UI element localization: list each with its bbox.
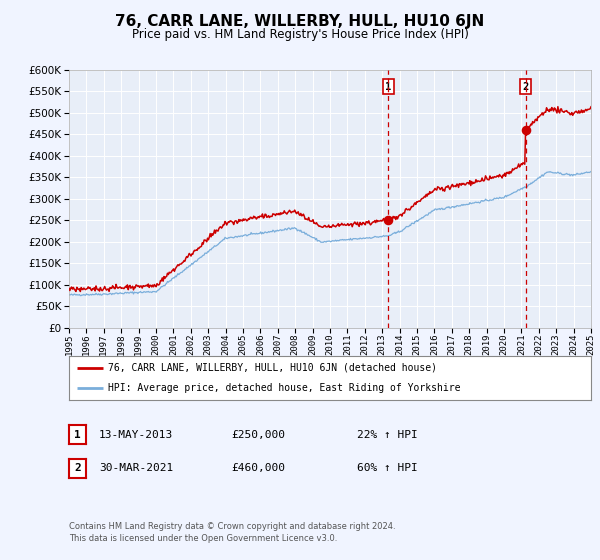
Text: HPI: Average price, detached house, East Riding of Yorkshire: HPI: Average price, detached house, East… xyxy=(108,383,461,393)
Text: 2: 2 xyxy=(74,463,81,473)
Text: £460,000: £460,000 xyxy=(231,463,285,473)
Text: 1: 1 xyxy=(385,82,392,92)
Text: Price paid vs. HM Land Registry's House Price Index (HPI): Price paid vs. HM Land Registry's House … xyxy=(131,28,469,41)
Text: 30-MAR-2021: 30-MAR-2021 xyxy=(99,463,173,473)
Point xyxy=(383,216,393,225)
Text: This data is licensed under the Open Government Licence v3.0.: This data is licensed under the Open Gov… xyxy=(69,534,337,543)
Text: £250,000: £250,000 xyxy=(231,430,285,440)
Text: 13-MAY-2013: 13-MAY-2013 xyxy=(99,430,173,440)
Text: 76, CARR LANE, WILLERBY, HULL, HU10 6JN (detached house): 76, CARR LANE, WILLERBY, HULL, HU10 6JN … xyxy=(108,363,437,373)
Text: 22% ↑ HPI: 22% ↑ HPI xyxy=(357,430,418,440)
Text: 76, CARR LANE, WILLERBY, HULL, HU10 6JN: 76, CARR LANE, WILLERBY, HULL, HU10 6JN xyxy=(115,14,485,29)
Text: 1: 1 xyxy=(74,430,81,440)
Text: 60% ↑ HPI: 60% ↑ HPI xyxy=(357,463,418,473)
Point xyxy=(521,125,530,134)
Text: 2: 2 xyxy=(523,82,529,92)
Text: Contains HM Land Registry data © Crown copyright and database right 2024.: Contains HM Land Registry data © Crown c… xyxy=(69,522,395,531)
